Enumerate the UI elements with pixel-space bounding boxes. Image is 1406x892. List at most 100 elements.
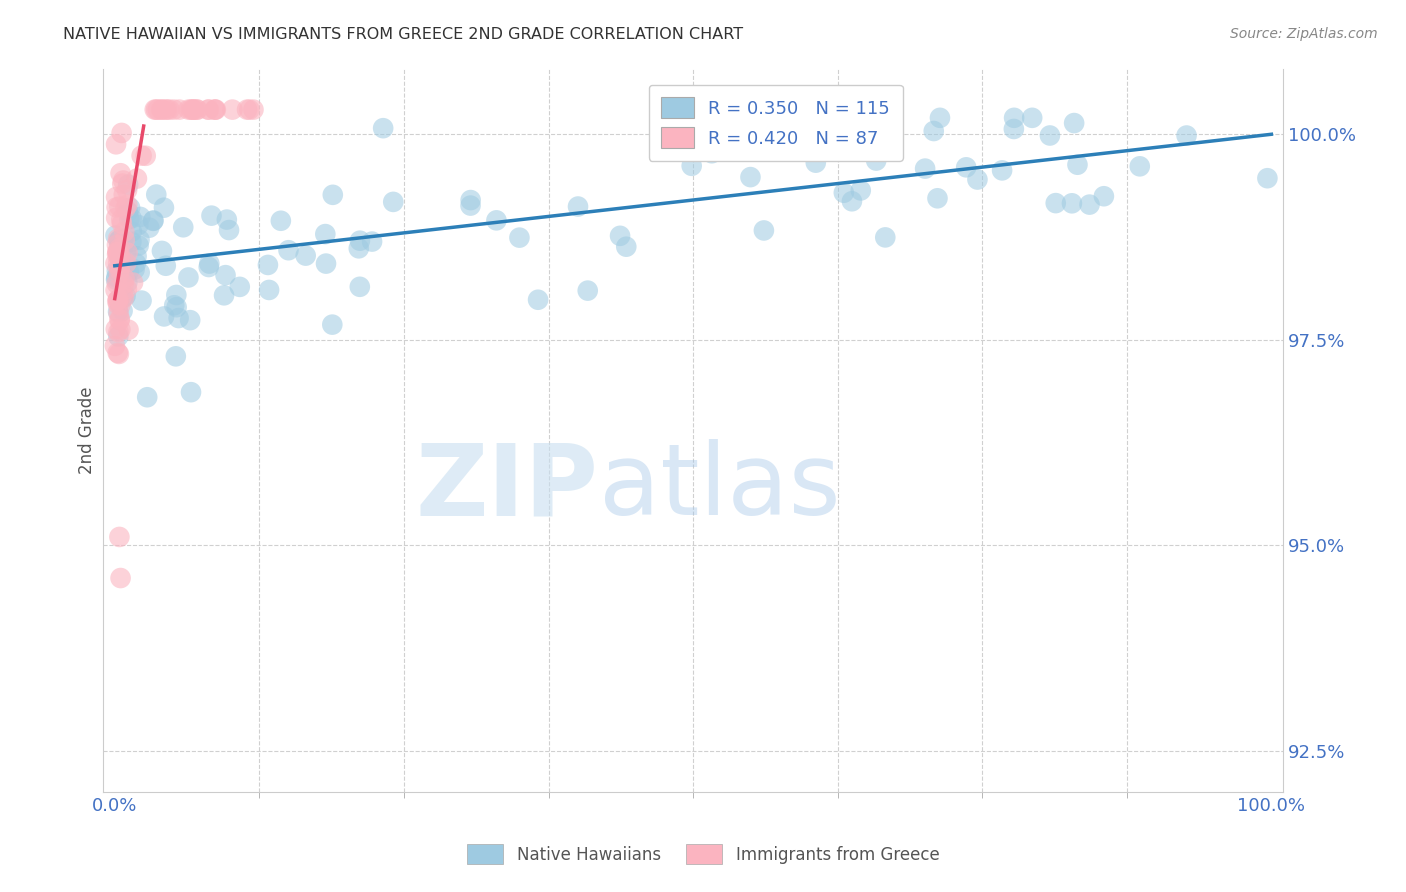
- Point: [349, 234, 371, 248]
- Point: [914, 161, 936, 176]
- Point: [108, 312, 131, 326]
- Point: [111, 177, 134, 191]
- Text: Source: ZipAtlas.com: Source: ZipAtlas.com: [1230, 27, 1378, 41]
- Point: [112, 187, 135, 202]
- Point: [142, 213, 165, 227]
- Point: [115, 282, 138, 296]
- Point: [752, 223, 775, 237]
- Point: [118, 212, 141, 227]
- Point: [107, 245, 129, 260]
- Point: [156, 103, 179, 117]
- Point: [875, 230, 897, 244]
- Point: [150, 103, 173, 117]
- Point: [104, 283, 127, 297]
- Point: [215, 212, 238, 227]
- Point: [108, 233, 131, 247]
- Point: [270, 213, 292, 227]
- Point: [238, 103, 260, 117]
- Point: [257, 258, 280, 272]
- Point: [204, 103, 226, 117]
- Point: [108, 313, 131, 327]
- Point: [105, 277, 128, 291]
- Point: [165, 288, 187, 302]
- Point: [186, 103, 208, 117]
- Point: [125, 256, 148, 270]
- Point: [832, 186, 855, 200]
- Point: [108, 242, 131, 256]
- Point: [382, 194, 405, 209]
- Point: [104, 228, 127, 243]
- Point: [115, 183, 138, 197]
- Point: [108, 347, 131, 361]
- Point: [221, 103, 243, 117]
- Point: [257, 283, 280, 297]
- Point: [107, 297, 129, 311]
- Point: [929, 111, 952, 125]
- Point: [107, 306, 129, 320]
- Point: [740, 170, 762, 185]
- Point: [110, 571, 132, 585]
- Point: [121, 225, 143, 239]
- Point: [107, 293, 129, 307]
- Point: [138, 220, 160, 235]
- Point: [769, 125, 792, 139]
- Point: [153, 103, 176, 117]
- Point: [155, 259, 177, 273]
- Point: [460, 198, 482, 212]
- Point: [108, 530, 131, 544]
- Point: [321, 318, 343, 332]
- Point: [150, 103, 173, 117]
- Point: [105, 137, 128, 152]
- Point: [966, 172, 988, 186]
- Legend: Native Hawaiians, Immigrants from Greece: Native Hawaiians, Immigrants from Greece: [460, 838, 946, 871]
- Point: [108, 236, 131, 251]
- Point: [841, 194, 863, 209]
- Point: [129, 210, 152, 224]
- Point: [1092, 189, 1115, 203]
- Point: [212, 288, 235, 302]
- Point: [122, 276, 145, 290]
- Point: [114, 289, 136, 303]
- Point: [955, 161, 977, 175]
- Point: [114, 233, 136, 247]
- Point: [125, 171, 148, 186]
- Point: [315, 257, 337, 271]
- Point: [136, 390, 159, 404]
- Point: [112, 291, 135, 305]
- Point: [112, 277, 135, 291]
- Point: [180, 385, 202, 400]
- Text: NATIVE HAWAIIAN VS IMMIGRANTS FROM GREECE 2ND GRADE CORRELATION CHART: NATIVE HAWAIIAN VS IMMIGRANTS FROM GREEC…: [63, 27, 744, 42]
- Point: [110, 126, 132, 140]
- Point: [104, 256, 127, 270]
- Point: [609, 228, 631, 243]
- Point: [105, 211, 128, 225]
- Point: [153, 201, 176, 215]
- Point: [107, 325, 129, 339]
- Point: [107, 305, 129, 319]
- Point: [110, 298, 132, 312]
- Point: [143, 103, 166, 117]
- Point: [179, 313, 201, 327]
- Point: [145, 103, 167, 117]
- Point: [177, 103, 200, 117]
- Point: [508, 230, 530, 244]
- Point: [186, 103, 208, 117]
- Point: [125, 249, 148, 263]
- Point: [218, 223, 240, 237]
- Point: [361, 235, 384, 249]
- Point: [181, 103, 204, 117]
- Legend: R = 0.350   N = 115, R = 0.420   N = 87: R = 0.350 N = 115, R = 0.420 N = 87: [648, 85, 903, 161]
- Point: [1063, 116, 1085, 130]
- Point: [277, 244, 299, 258]
- Point: [1002, 111, 1025, 125]
- Point: [110, 212, 132, 227]
- Point: [229, 280, 252, 294]
- Point: [131, 148, 153, 162]
- Point: [576, 284, 599, 298]
- Point: [121, 211, 143, 226]
- Point: [314, 227, 336, 241]
- Point: [108, 252, 131, 267]
- Point: [1039, 128, 1062, 143]
- Point: [107, 329, 129, 343]
- Point: [1002, 122, 1025, 136]
